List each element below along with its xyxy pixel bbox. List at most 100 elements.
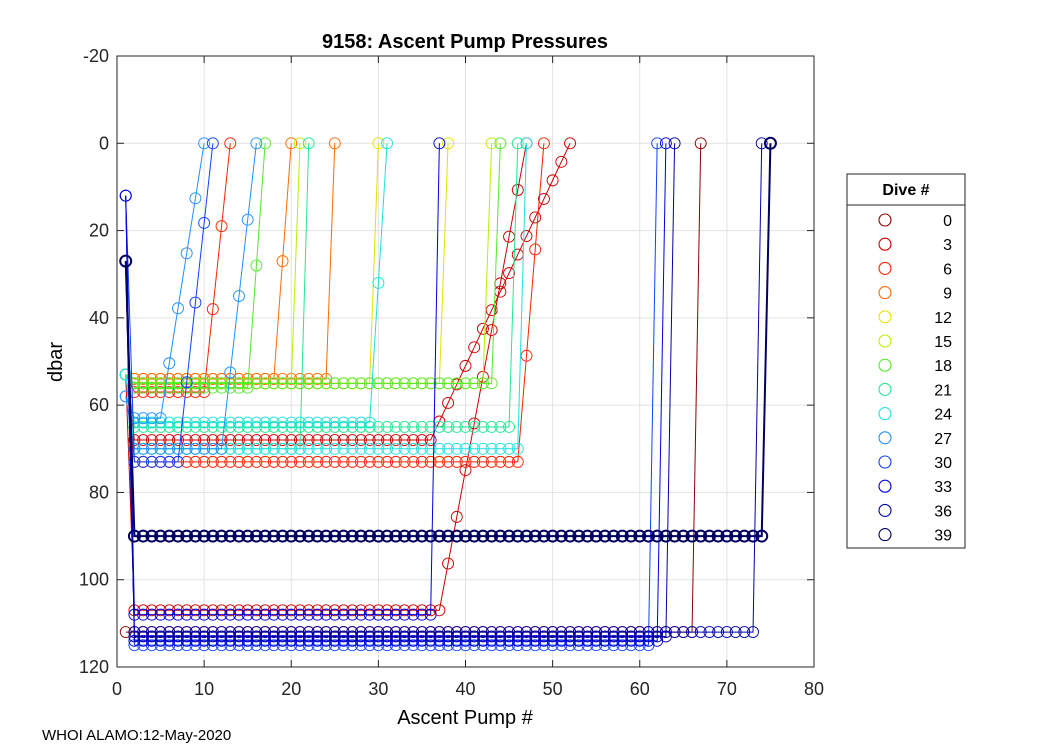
data-point [259, 137, 272, 150]
legend-item: 15 [878, 334, 952, 351]
data-point [468, 626, 481, 639]
data-point [215, 529, 229, 543]
data-point [476, 377, 489, 390]
legend-marker [878, 358, 892, 372]
data-point [712, 626, 725, 639]
data-point [259, 608, 272, 621]
data-point [276, 626, 289, 639]
data-point [363, 626, 376, 639]
data-point [320, 416, 333, 429]
data-point [494, 137, 507, 150]
data-point [215, 608, 228, 621]
data-point [145, 381, 158, 394]
legend-marker [878, 286, 892, 300]
data-point [763, 136, 777, 150]
data-point [615, 529, 629, 543]
data-point [145, 529, 159, 543]
data-point [424, 442, 437, 455]
data-point [398, 608, 411, 621]
data-point [511, 137, 524, 150]
data-point [311, 626, 324, 639]
data-point [363, 608, 376, 621]
data-point [503, 421, 516, 433]
y-tick-label: 20 [89, 221, 109, 241]
data-point [284, 529, 298, 543]
data-point [346, 455, 359, 468]
data-point [537, 192, 550, 205]
data-point [172, 626, 184, 639]
data-point [285, 442, 298, 455]
data-point [354, 529, 368, 543]
data-point [233, 381, 245, 394]
data-point [163, 608, 176, 621]
data-point [206, 442, 219, 455]
data-point [224, 442, 237, 455]
data-point [485, 529, 499, 543]
data-point [302, 626, 315, 639]
data-point [520, 137, 533, 150]
data-point [302, 442, 315, 455]
data-point [520, 230, 533, 242]
data-point [233, 455, 245, 468]
legend-item: 12 [878, 310, 952, 327]
data-point [337, 377, 350, 390]
series-group [119, 136, 777, 652]
data-point [738, 626, 751, 639]
data-point [485, 377, 498, 390]
data-point [415, 626, 428, 639]
data-point [163, 626, 176, 639]
data-point [233, 442, 245, 455]
x-tick-label: 60 [630, 679, 650, 699]
data-point [320, 455, 333, 468]
data-point [250, 626, 263, 639]
data-point [372, 434, 385, 447]
data-point [424, 421, 437, 433]
data-point [363, 455, 376, 468]
data-point [459, 421, 472, 433]
data-point [267, 416, 280, 429]
data-point [163, 381, 176, 394]
data-point [162, 529, 176, 543]
data-point [154, 412, 167, 425]
legend-label: 6 [943, 261, 952, 278]
data-point [328, 608, 341, 621]
legend-label: 15 [934, 334, 952, 351]
data-point [459, 442, 472, 455]
series-line [125, 143, 231, 393]
legend-item: 24 [878, 407, 952, 424]
data-point [442, 377, 455, 390]
data-point [450, 377, 463, 390]
legend-marker [878, 261, 892, 275]
data-point [607, 529, 621, 543]
data-point [407, 377, 420, 390]
data-point [198, 381, 211, 394]
data-point [294, 626, 306, 639]
data-point [241, 608, 254, 621]
series-line [125, 143, 336, 380]
data-point [206, 434, 219, 447]
data-point [137, 626, 150, 639]
data-point [355, 377, 367, 390]
x-axis-label: Ascent Pump # [397, 707, 534, 729]
data-point [198, 137, 211, 150]
data-point [172, 302, 184, 315]
data-point [442, 557, 455, 570]
data-point [259, 377, 272, 390]
data-point [337, 529, 351, 543]
data-point [502, 529, 516, 543]
data-point [607, 626, 620, 639]
data-point [302, 137, 315, 150]
series-line [125, 143, 676, 637]
data-point [346, 626, 359, 639]
data-point [233, 290, 245, 302]
data-point [476, 421, 489, 433]
data-point [372, 455, 385, 468]
data-point [294, 416, 306, 429]
data-point [328, 434, 341, 447]
data-point [389, 529, 403, 543]
data-point [589, 529, 603, 543]
data-point [172, 455, 184, 468]
data-point [145, 442, 158, 455]
data-point [328, 442, 341, 455]
data-point [189, 455, 202, 468]
